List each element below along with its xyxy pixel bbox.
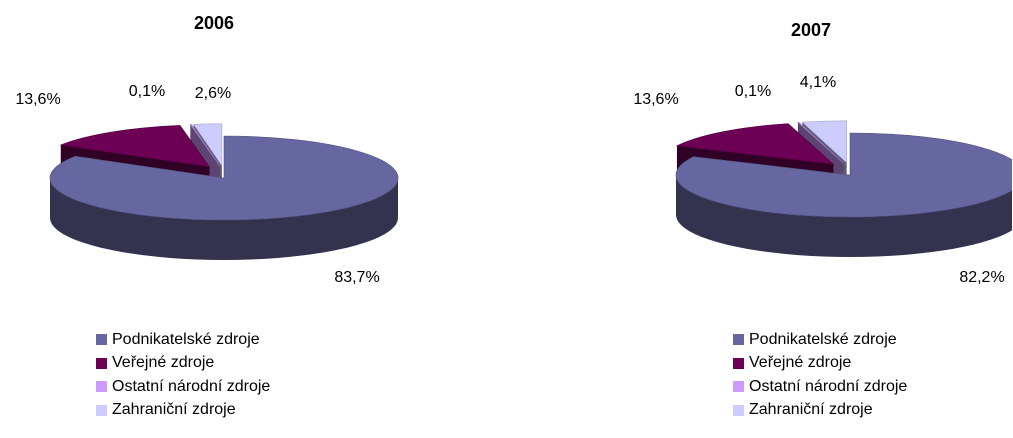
chart-legend: Podnikatelské zdroje Veřejné zdroje Ostatn… bbox=[733, 328, 907, 422]
legend-label: Podnikatelské zdroje bbox=[112, 330, 260, 348]
legend-swatch bbox=[96, 381, 107, 393]
chart-title: 2007 bbox=[791, 20, 831, 40]
legend-swatch bbox=[733, 357, 744, 369]
legend-swatch bbox=[96, 334, 107, 346]
legend-label: Veřejné zdroje bbox=[112, 354, 215, 372]
legend-label: Ostatní národní zdroje bbox=[112, 377, 271, 395]
legend-swatch bbox=[733, 381, 744, 393]
legend-label: Podnikatelské zdroje bbox=[749, 330, 897, 348]
data-label: 13,6% bbox=[633, 91, 678, 108]
pie-slice bbox=[675, 132, 1012, 257]
legend-swatch bbox=[733, 404, 744, 416]
pie-slice-top bbox=[189, 124, 220, 166]
pie-chart-svg: 2007 82,2% 13,6% 0,1% 4,1% bbox=[633, 20, 1012, 286]
pie-slice-wall bbox=[676, 175, 1012, 257]
legend-swatch bbox=[733, 334, 744, 346]
pie-slice-top bbox=[801, 120, 847, 164]
legend-item: Zahraniční zdroje bbox=[733, 399, 907, 423]
pie-slice-top bbox=[797, 122, 844, 164]
legend-item: Ostatní národní zdroje bbox=[96, 375, 270, 399]
legend-label: Ostatní národní zdroje bbox=[749, 377, 908, 395]
pie-chart-svg: 2006 83,7% 13,6% 0,1% 2,6% bbox=[15, 13, 399, 286]
data-label: 82,2% bbox=[959, 269, 1004, 286]
legend-swatch bbox=[96, 357, 107, 369]
legend-label: Veřejné zdroje bbox=[749, 354, 852, 372]
pie-chart-2006: 2006 83,7% 13,6% 0,1% 2,6% Podnikatelské zdr… bbox=[0, 0, 506, 438]
pie-slice-top bbox=[675, 123, 835, 165]
data-label: 13,6% bbox=[15, 91, 60, 108]
legend-item: Podnikatelské zdroje bbox=[733, 328, 907, 352]
legend-item: Zahraniční zdroje bbox=[96, 399, 270, 423]
chart-legend: Podnikatelské zdroje Veřejné zdroje Ostatn… bbox=[96, 328, 270, 422]
legend-item: Ostatní národní zdroje bbox=[733, 375, 907, 399]
legend-label: Zahraniční zdroje bbox=[112, 401, 236, 419]
pie-chart-2007: 2007 82,2% 13,6% 0,1% 4,1% Podnikatelské zdr… bbox=[506, 0, 1012, 438]
pie-slice-wall bbox=[50, 178, 398, 260]
data-label: 4,1% bbox=[800, 74, 836, 91]
legend-swatch bbox=[96, 404, 107, 416]
legend-item: Veřejné zdroje bbox=[733, 352, 907, 376]
pie-slice bbox=[49, 135, 399, 260]
pie-slice-top bbox=[49, 135, 399, 221]
pie-slice-top bbox=[193, 123, 223, 167]
pie-slice-top bbox=[675, 132, 1012, 218]
chart-title: 2006 bbox=[194, 13, 234, 33]
data-label: 0,1% bbox=[129, 83, 165, 100]
legend-item: Podnikatelské zdroje bbox=[96, 328, 270, 352]
legend-item: Veřejné zdroje bbox=[96, 352, 270, 376]
data-label: 2,6% bbox=[195, 85, 231, 102]
data-label: 0,1% bbox=[735, 83, 771, 100]
legend-label: Zahraniční zdroje bbox=[749, 401, 873, 419]
data-label: 83,7% bbox=[334, 269, 379, 286]
pie-slice-top bbox=[59, 125, 211, 168]
